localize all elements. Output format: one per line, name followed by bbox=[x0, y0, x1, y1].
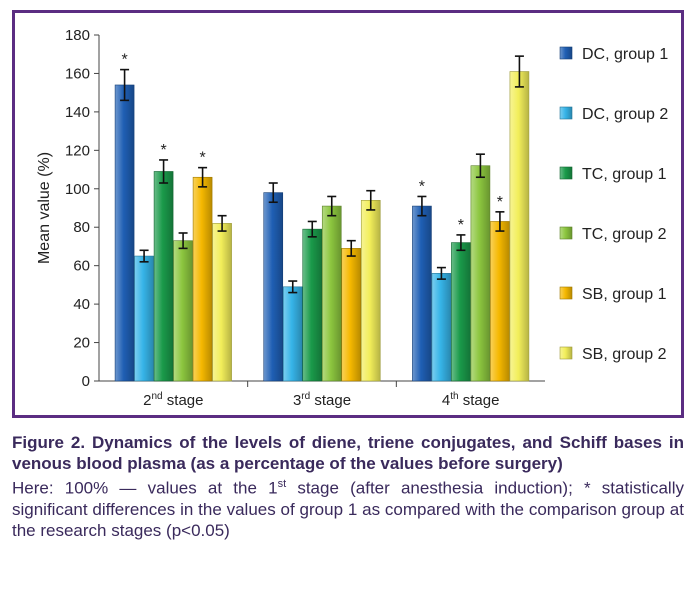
bar bbox=[282, 286, 303, 382]
significance-star: * bbox=[160, 142, 166, 159]
bar bbox=[412, 205, 432, 382]
bar bbox=[470, 165, 491, 382]
bar bbox=[173, 240, 193, 382]
bar bbox=[302, 228, 323, 382]
bar bbox=[192, 176, 213, 382]
significance-star: * bbox=[121, 52, 127, 69]
legend-label: SB, group 2 bbox=[582, 346, 667, 363]
bar bbox=[134, 255, 154, 382]
significance-star: * bbox=[419, 178, 425, 195]
bar bbox=[114, 84, 135, 382]
legend-swatch bbox=[559, 106, 573, 120]
y-tick-label: 160 bbox=[65, 65, 90, 82]
x-tick-label: 4th stage bbox=[442, 391, 500, 409]
x-tick-label: 2nd stage bbox=[143, 391, 203, 409]
legend-swatch bbox=[559, 286, 573, 300]
significance-star: * bbox=[497, 194, 503, 211]
y-axis-label: Mean value (%) bbox=[36, 152, 53, 264]
bar bbox=[490, 221, 510, 382]
y-tick-label: 20 bbox=[73, 335, 90, 352]
legend-label: TC, group 2 bbox=[582, 226, 667, 243]
y-tick-label: 120 bbox=[65, 142, 90, 159]
bar bbox=[431, 273, 452, 382]
y-tick-label: 60 bbox=[73, 258, 90, 275]
legend-swatch bbox=[559, 166, 573, 180]
caption-title: Figure 2. Dynamics of the levels of dien… bbox=[12, 433, 684, 473]
y-tick-label: 140 bbox=[65, 104, 90, 121]
significance-star: * bbox=[458, 217, 464, 234]
y-tick-label: 40 bbox=[73, 296, 90, 313]
bar bbox=[341, 248, 362, 382]
chart-frame: 0 20 40 60 80 100 120 140 160 180 Mean value (%) 2n… bbox=[12, 10, 684, 418]
bar-chart: 0 20 40 60 80 100 120 140 160 180 Mean value (%) 2n… bbox=[36, 27, 668, 409]
bar bbox=[153, 171, 174, 382]
legend-label: TC, group 1 bbox=[582, 166, 667, 183]
caption-note-part1: Here: 100% — values at the 1 bbox=[12, 478, 278, 498]
caption-note-part2: stage (after anesthesia induction); * st… bbox=[12, 478, 684, 540]
legend-label: SB, group 1 bbox=[582, 286, 667, 303]
legend-swatch bbox=[559, 346, 573, 360]
legend: DC, group 1 DC, group 2 TC, group 1 TC, gro… bbox=[559, 46, 668, 363]
x-tick-label: 3rd stage bbox=[293, 391, 351, 409]
figure-caption: Figure 2. Dynamics of the levels of dien… bbox=[12, 432, 684, 541]
bar bbox=[509, 71, 530, 382]
bars: * * * * * * bbox=[114, 52, 530, 382]
bar bbox=[360, 200, 381, 382]
y-tick-label: 180 bbox=[65, 27, 90, 44]
caption-note: Here: 100% — values at the 1st stage (af… bbox=[12, 474, 684, 541]
significance-star: * bbox=[199, 150, 205, 167]
y-tick-label: 0 bbox=[82, 373, 90, 390]
bar bbox=[212, 223, 232, 382]
legend-label: DC, group 1 bbox=[582, 46, 668, 63]
y-tick-label: 100 bbox=[65, 181, 90, 198]
legend-swatch bbox=[559, 226, 573, 240]
bar bbox=[263, 192, 284, 382]
bar bbox=[451, 242, 471, 382]
caption-note-sup: st bbox=[277, 478, 287, 490]
axes: 0 20 40 60 80 100 120 140 160 180 Mean value (%) 2n… bbox=[36, 27, 545, 409]
legend-swatch bbox=[559, 46, 573, 60]
legend-label: DC, group 2 bbox=[582, 106, 668, 123]
bar bbox=[321, 205, 342, 382]
y-tick-label: 80 bbox=[73, 219, 90, 236]
